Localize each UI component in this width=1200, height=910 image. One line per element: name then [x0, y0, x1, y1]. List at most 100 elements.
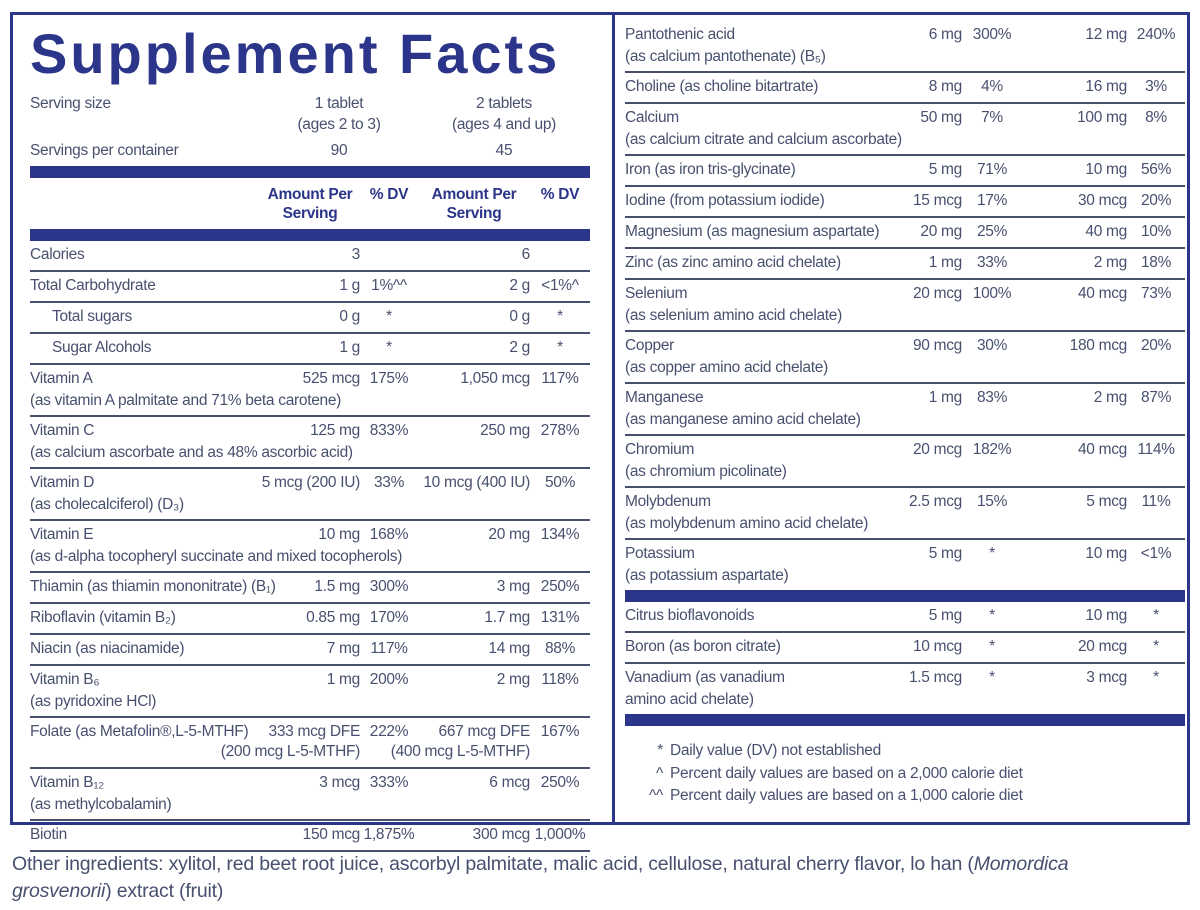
percent-dv-2: 250%: [540, 773, 580, 791]
footnote-text: Percent daily values are based on a 1,00…: [670, 787, 1023, 804]
amount-serving-1: 20 mg: [920, 223, 962, 240]
nutrient-row: Calories 3 6: [30, 241, 590, 272]
amount-serving-2: 3 mg: [496, 577, 531, 595]
percent-dv-1: 182%: [972, 441, 1012, 458]
nutrient-subname: (as molybdenum amino acid chelate): [625, 515, 869, 532]
footnote-dv-not-established: * Daily value (DV) not established: [635, 740, 1185, 763]
amount-serving-1: 10 mcg: [912, 638, 962, 655]
nutrient-name: Calories: [30, 245, 85, 263]
amount-serving-1-cell: 150 mcg: [260, 825, 361, 845]
amount-serving-1: 0 g: [339, 307, 360, 325]
amount-serving-2-cell: 20 mcg: [1022, 637, 1127, 657]
percent-dv-2: 3%: [1145, 78, 1167, 95]
amount-serving-2: 10 mcg (400 IU): [423, 473, 530, 491]
percent-dv-1: 333%: [369, 773, 409, 791]
nutrient-name: Vitamin A: [30, 369, 93, 387]
amount-serving-2-cell: 2 mg: [1022, 253, 1128, 273]
nutrient-row: Manganese 1 mg 83% 2 mg 87% (as manganes…: [625, 384, 1185, 436]
percent-dv-1: 200%: [369, 670, 409, 688]
amount-serving-1: 3: [351, 245, 361, 263]
nutrient-subname: amino acid chelate): [625, 691, 754, 708]
nutrient-subname: (as calcium pantothenate) (B₅): [625, 48, 826, 65]
amount-serving-1: 20 mcg: [912, 285, 962, 302]
percent-dv-1: *: [989, 607, 995, 624]
amount-serving-1-cell: 2.5 mcg: [867, 492, 962, 512]
amount-serving-2-cell: 20 mg: [418, 525, 530, 545]
nutrient-subname: (as pyridoxine HCl): [30, 692, 157, 710]
nutrient-row: Total Carbohydrate 1 g 1%^^ 2 g <1%^: [30, 272, 590, 303]
nutrient-name: Folate (as Metafolin®,L-5-MTHF): [30, 722, 249, 740]
servings-col2: 45: [495, 141, 513, 159]
nutrient-subname: (as d-alpha tocopheryl succinate and mix…: [30, 547, 403, 565]
percent-dv-2: 10%: [1140, 223, 1172, 240]
amount-serving-1: 50 mg: [920, 109, 962, 126]
nutrient-row: Riboflavin (vitamin B₂) 0.85 mg 170% 1.7…: [30, 604, 590, 635]
amount-serving-1: 2.5 mcg: [908, 493, 962, 510]
percent-dv-2: 11%: [1141, 493, 1171, 510]
amount-serving-2-cell: 10 mg: [1022, 160, 1127, 180]
percent-dv-2: 73%: [1140, 285, 1172, 302]
serving-size-col2: 2 tablets: [476, 94, 532, 112]
percent-dv-1: *: [386, 307, 392, 325]
amount-serving-2-cell: 180 mcg: [1022, 336, 1128, 356]
nutrient-row: Thiamin (as thiamin mononitrate) (B₁) 1.…: [30, 573, 590, 604]
amount-serving-2-cell: 2 g: [418, 338, 530, 358]
amount-serving-2-cell: 3 mg: [418, 577, 531, 597]
amount-serving-2-cell: 10 mcg (400 IU): [418, 473, 530, 493]
nutrient-row: Vitamin A 525 mcg 175% 1,050 mcg 117% (a…: [30, 365, 590, 417]
nutrient-row: Molybdenum 2.5 mcg 15% 5 mcg 11% (as mol…: [625, 488, 1185, 540]
amount-serving-1: 0.85 mg: [306, 608, 360, 626]
amount-serving-2-cell: 2 mg: [418, 670, 531, 690]
nutrient-name: Vitamin C: [30, 421, 95, 439]
amount-serving-1: 6 mg: [928, 26, 963, 43]
nutrient-row: Niacin (as niacinamide) 7 mg 117% 14 mg …: [30, 635, 590, 666]
percent-dv-2: *: [1153, 669, 1159, 686]
amount-serving-1: 1 mg: [928, 389, 963, 406]
amount-serving-2: 100 mg: [1077, 109, 1127, 126]
percent-dv-2: 114%: [1137, 441, 1175, 458]
amount-serving-2: 6 mcg: [489, 773, 530, 791]
nutrient-name: Potassium: [625, 545, 695, 562]
nutrient-name: Magnesium (as magnesium aspartate): [625, 223, 880, 240]
percent-dv-1: 30%: [976, 337, 1008, 354]
nutrient-row: Folate (as Metafolin®,L-5-MTHF) 333 mcg …: [30, 718, 590, 769]
nutrient-name: Molybdenum: [625, 493, 711, 510]
percent-dv-2: 118%: [541, 670, 579, 688]
percent-dv-1: 175%: [369, 369, 409, 387]
amount-serving-2: 667 mcg DFE: [438, 722, 531, 740]
servings-per-container-label: Servings per container: [30, 141, 179, 159]
amount-serving-2-cell: 667 mcg DFE (400 mcg L-5-MTHF): [391, 722, 531, 760]
amount-serving-2: 2 mg: [1093, 389, 1128, 406]
nutrient-subname: (as selenium amino acid chelate): [625, 307, 842, 324]
percent-dv-1: 71%: [976, 161, 1008, 178]
amount-serving-1-cell: 20 mg: [867, 222, 962, 242]
other-ingredients-text-end: ) extract (fruit): [105, 880, 224, 902]
amount-serving-2: 30 mcg: [1077, 192, 1127, 209]
percent-dv-1: 15%: [976, 493, 1008, 510]
nutrient-name: Thiamin (as thiamin mononitrate) (B₁): [30, 577, 276, 595]
amount-serving-2: 180 mcg: [1069, 337, 1128, 354]
amount-serving-2: 16 mg: [1085, 78, 1127, 95]
supplement-facts-title: Supplement Facts: [30, 22, 561, 85]
nutrient-name: Iodine (from potassium iodide): [625, 192, 825, 209]
percent-dv-1: 117%: [370, 639, 408, 657]
nutrient-name: Riboflavin (vitamin B₂): [30, 608, 176, 626]
nutrient-name: Vitamin E: [30, 525, 94, 543]
percent-dv-1: 833%: [369, 421, 409, 439]
amount-serving-2: 2 mg: [496, 670, 531, 688]
amount-serving-1: 5 mcg (200 IU): [261, 473, 361, 491]
amount-serving-1: 125 mg: [310, 421, 360, 439]
footnote-symbol: ^: [656, 764, 663, 782]
divider-bar: [30, 228, 590, 241]
footnote-symbol: ^^: [649, 787, 663, 804]
divider-bar: [30, 165, 590, 178]
nutrient-row: Vitamin D 5 mcg (200 IU) 33% 10 mcg (400…: [30, 469, 590, 521]
servings-col1: 90: [330, 141, 348, 159]
amount-serving-2-cell: 10 mg: [1022, 606, 1127, 626]
percent-dv-2: 8%: [1145, 109, 1167, 126]
nutrient-name: Calcium: [625, 109, 679, 126]
percent-dv-1: 170%: [369, 608, 409, 626]
amount-serving-1: 15 mcg: [912, 192, 962, 209]
amount-serving-1-cell: 3: [260, 245, 361, 265]
amount-serving-2: 20 mcg: [1077, 638, 1127, 655]
